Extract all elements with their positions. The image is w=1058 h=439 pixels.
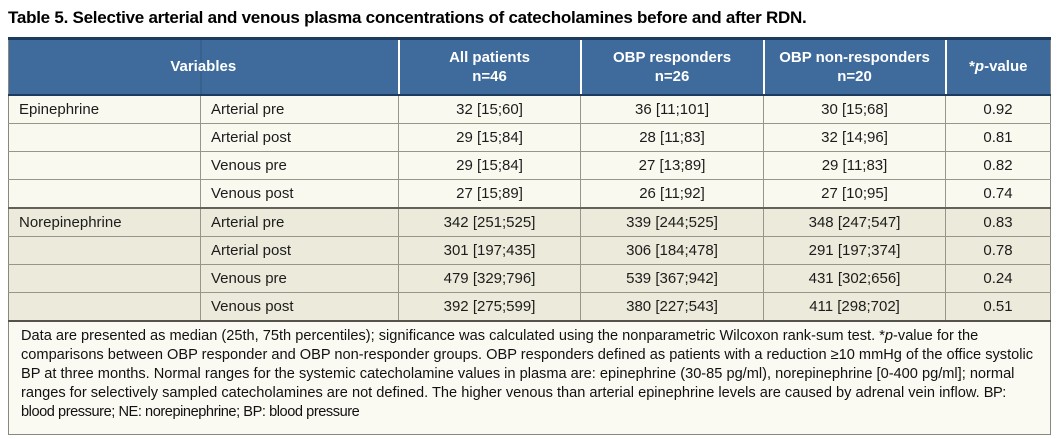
cell-all-patients: 392 [275;599] xyxy=(398,292,582,322)
cell-obp-responders: 27 [13;89] xyxy=(580,151,765,180)
cell-obp-responders: 539 [367;942] xyxy=(580,264,765,293)
cell-p-value: 0.24 xyxy=(945,264,1052,293)
cell-p-value: 0.74 xyxy=(945,179,1052,209)
cell-measure: Arterial pre xyxy=(199,207,400,237)
footnote-abbreviations: BP: blood pressure; NE: norepinephrine; … xyxy=(21,385,1006,420)
footnote-cell: Data are presented as median (25th, 75th… xyxy=(7,320,1052,435)
col-header-all-patients: All patients n=46 xyxy=(397,37,582,96)
header-row: Variables All patients n=46 OBP responder… xyxy=(7,37,1052,96)
cell-p-value: 0.82 xyxy=(945,151,1052,180)
cell-all-patients: 479 [329;796] xyxy=(398,264,582,293)
footnote-text: -value for the comparisons between OBP r… xyxy=(21,328,1034,401)
cell-obp-responders: 28 [11;83] xyxy=(580,123,765,152)
cell-group-name-empty xyxy=(8,264,201,293)
cell-p-value: 0.81 xyxy=(945,123,1052,152)
col-header-obp-responders: OBP responders n=26 xyxy=(579,37,765,96)
table-row: Venous post 392 [275;599] 380 [227;543] … xyxy=(8,292,1052,322)
cell-obp-responders: 36 [11;101] xyxy=(580,94,765,124)
col-header-p-value: *p-value xyxy=(944,37,1052,96)
col-header-line2: n=20 xyxy=(837,68,872,85)
table-row: Norepinephrine Arterial pre 342 [251;525… xyxy=(8,207,1052,237)
cell-measure: Venous pre xyxy=(199,264,400,293)
cell-p-value: 0.92 xyxy=(945,94,1052,124)
table-body: Epinephrine Arterial pre 32 [15;60] 36 [… xyxy=(8,94,1052,322)
cell-obp-non-responders: 30 [15;68] xyxy=(763,94,947,124)
table-row: Arterial post 29 [15;84] 28 [11;83] 32 [… xyxy=(8,123,1052,152)
col-header-line1: OBP non-responders xyxy=(779,48,930,66)
p-value-rest: -value xyxy=(984,58,1028,76)
col-header-line1: OBP responders xyxy=(612,48,732,66)
cell-all-patients: 342 [251;525] xyxy=(398,207,582,237)
footnote-p-italic: p xyxy=(884,328,894,344)
table-row: Venous pre 479 [329;796] 539 [367;942] 4… xyxy=(8,264,1052,293)
footnote-row: Data are presented as median (25th, 75th… xyxy=(7,320,1052,435)
cell-p-value: 0.83 xyxy=(945,207,1052,237)
cell-obp-non-responders: 291 [197;374] xyxy=(763,236,947,265)
cell-obp-non-responders: 431 [302;656] xyxy=(763,264,947,293)
table-row: Epinephrine Arterial pre 32 [15;60] 36 [… xyxy=(8,94,1052,124)
table-row: Venous post 27 [15;89] 26 [11;92] 27 [10… xyxy=(8,179,1052,209)
table-title: Table 5. Selective arterial and venous p… xyxy=(8,8,807,27)
col-header-line1: All patients xyxy=(449,48,530,66)
cell-group-name-empty xyxy=(8,236,201,265)
cell-measure: Venous post xyxy=(199,292,400,322)
catecholamines-table: Variables All patients n=46 OBP responder… xyxy=(7,37,1052,435)
cell-all-patients: 29 [15;84] xyxy=(398,151,582,180)
cell-measure: Arterial post xyxy=(199,123,400,152)
cell-obp-non-responders: 27 [10;95] xyxy=(763,179,947,209)
cell-obp-non-responders: 411 [298;702] xyxy=(763,292,947,322)
table-header: Variables All patients n=46 OBP responder… xyxy=(7,37,1052,96)
cell-obp-responders: 26 [11;92] xyxy=(580,179,765,209)
col-header-obp-non-responders: OBP non-responders n=20 xyxy=(762,37,947,96)
cell-group-name: Epinephrine xyxy=(8,94,201,124)
cell-obp-responders: 306 [184;478] xyxy=(580,236,765,265)
cell-measure: Venous pre xyxy=(199,151,400,180)
cell-measure: Arterial pre xyxy=(199,94,400,124)
cell-obp-non-responders: 32 [14;96] xyxy=(763,123,947,152)
table-row: Venous pre 29 [15;84] 27 [13;89] 29 [11;… xyxy=(8,151,1052,180)
cell-obp-non-responders: 348 [247;547] xyxy=(763,207,947,237)
table-footnote: Data are presented as median (25th, 75th… xyxy=(7,320,1052,435)
cell-obp-responders: 380 [227;543] xyxy=(580,292,765,322)
cell-measure: Venous post xyxy=(199,179,400,209)
cell-group-name-empty xyxy=(8,292,201,322)
cell-obp-non-responders: 29 [11;83] xyxy=(763,151,947,180)
cell-group-name-empty xyxy=(8,179,201,209)
cell-p-value: 0.51 xyxy=(945,292,1052,322)
cell-group-name-empty xyxy=(8,151,201,180)
cell-all-patients: 301 [197;435] xyxy=(398,236,582,265)
table-row: Arterial post 301 [197;435] 306 [184;478… xyxy=(8,236,1052,265)
cell-group-name-empty xyxy=(8,123,201,152)
cell-p-value: 0.78 xyxy=(945,236,1052,265)
footnote-text: Data are presented as median (25th, 75th… xyxy=(21,328,885,344)
p-value-p: p xyxy=(974,58,985,76)
col-header-line2: n=26 xyxy=(654,68,690,85)
cell-obp-responders: 339 [244;525] xyxy=(580,207,765,237)
p-value-star: * xyxy=(969,58,975,76)
col-header-variables: Variables xyxy=(7,37,400,96)
cell-all-patients: 32 [15;60] xyxy=(398,94,582,124)
cell-all-patients: 27 [15;89] xyxy=(398,179,582,209)
cell-all-patients: 29 [15;84] xyxy=(398,123,582,152)
col-header-line2: n=46 xyxy=(472,68,507,85)
cell-measure: Arterial post xyxy=(199,236,400,265)
cell-group-name: Norepinephrine xyxy=(8,207,201,237)
